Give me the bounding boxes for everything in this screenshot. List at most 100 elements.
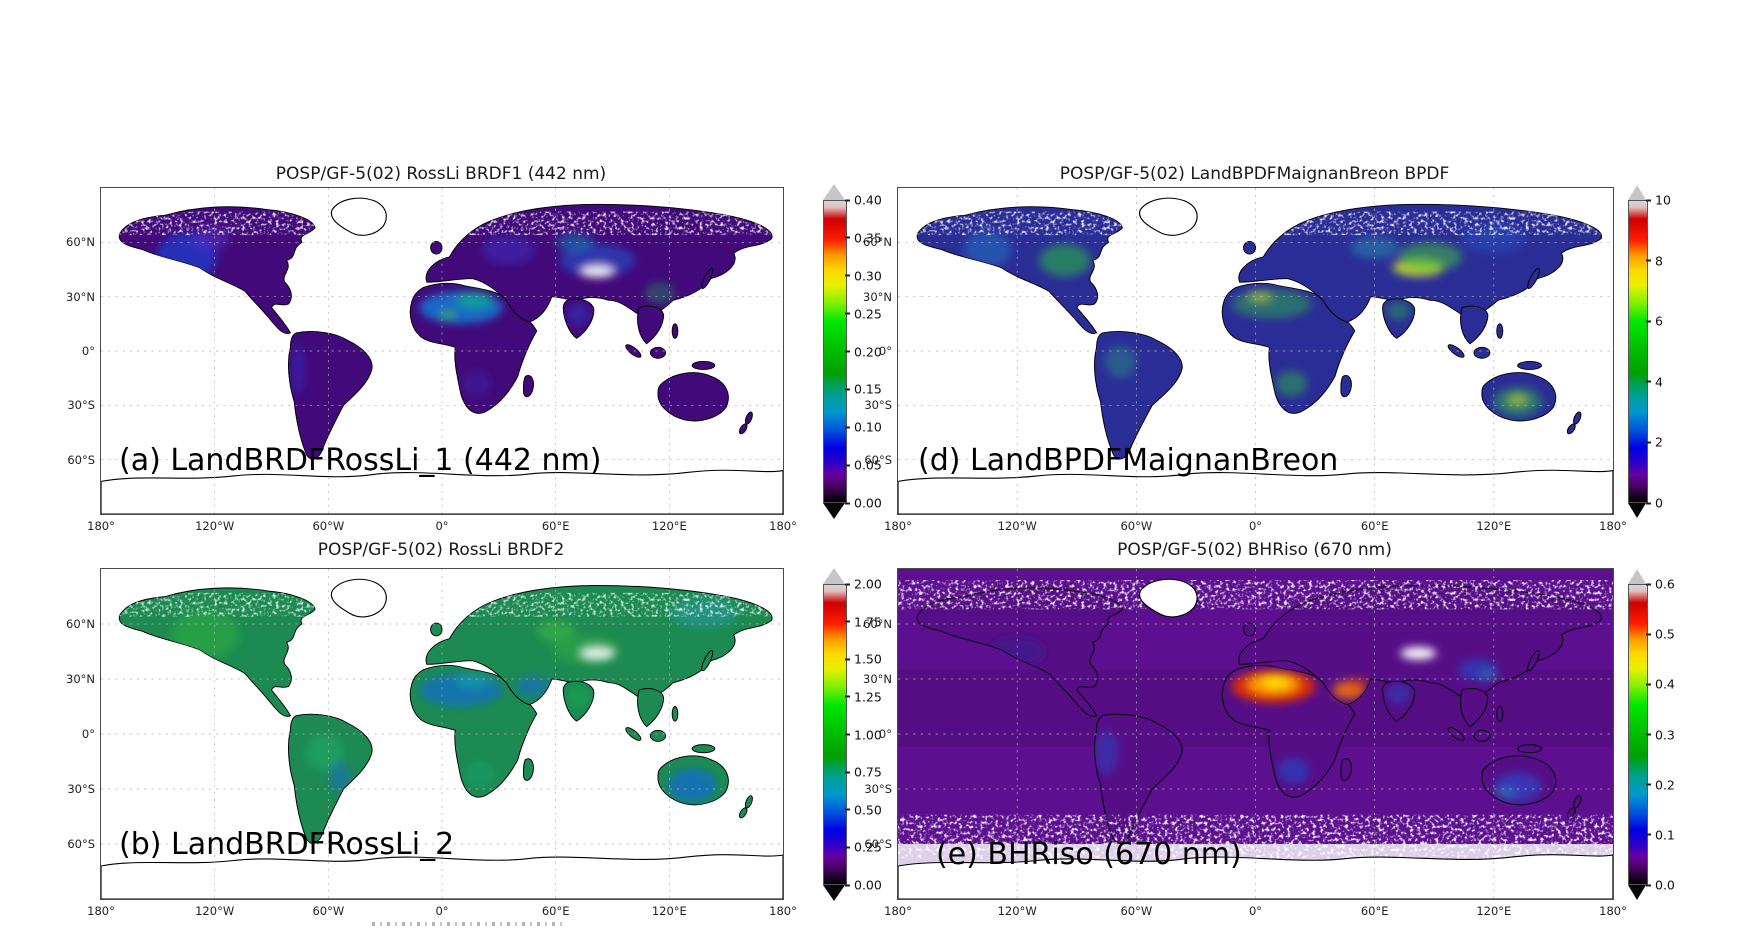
- panel-b-colorbar-up-arrow: [823, 568, 845, 584]
- panel-d-ytick: 30°N: [863, 289, 892, 304]
- panel-d-xtick: 180°: [1599, 519, 1627, 533]
- panel-d-colorbar: 10 8 6 4 2 0: [1628, 185, 1698, 518]
- colorbar-tick: 6: [1655, 313, 1663, 329]
- colorbar-tick: 0.6: [1655, 576, 1675, 592]
- panel-e-xtick: 120°W: [997, 904, 1037, 918]
- panel-a-map: 60°N 30°N 0° 30°S 60°S 180° 120°W 60°W 0…: [66, 187, 797, 533]
- panel-e-ytick: 30°S: [864, 781, 892, 796]
- panel-a-colorbar-gradient: [823, 200, 847, 503]
- panel-a-ytick: 60°N: [66, 235, 95, 250]
- panel-d-colorbar-gradient: [1628, 200, 1648, 503]
- panel-d-xtick: 180°: [884, 519, 912, 533]
- panel-a-xtick: 60°E: [541, 519, 570, 533]
- panel-b-ytick: 60°S: [67, 836, 95, 851]
- panel-a-colorbar-down-arrow: [823, 503, 845, 519]
- panel-d-xtick: 60°E: [1360, 519, 1389, 533]
- colorbar-tick: 1.75: [854, 614, 882, 630]
- panel-d-title: POSP/GF-5(02) LandBPDFMaignanBreon BPDF: [1059, 164, 1450, 184]
- panel-a-ytick: 60°S: [67, 452, 95, 467]
- colorbar-tick: 0.0: [1655, 877, 1675, 893]
- panel-b-xtick: 180°: [87, 904, 115, 918]
- panel-b-annotation: (b) LandBRDFRossLi_2: [119, 827, 455, 862]
- panel-b-world-map: [101, 569, 783, 899]
- colorbar-tick: 10: [1655, 192, 1671, 208]
- colorbar-tick: 0.3: [1655, 727, 1675, 742]
- panel-d-annotation: (d) LandBPDFMaignanBreon: [918, 443, 1339, 478]
- panel-e-annotation: (e) BHRiso (670 nm): [936, 837, 1242, 872]
- colorbar-tick: 0.00: [854, 495, 882, 511]
- colorbar-tick: 0.10: [854, 419, 882, 435]
- colorbar-tick: 0.05: [854, 457, 882, 473]
- panel-b-xtick: 180°: [769, 904, 797, 918]
- panel-a-annotation: (a) LandBRDFRossLi_1 (442 nm): [119, 443, 602, 478]
- colorbar-tick: 2.00: [854, 576, 882, 592]
- panel-b-xtick: 0°: [435, 904, 449, 918]
- panel-a-xtick: 60°W: [312, 519, 345, 533]
- cropped-caption-fragment: [372, 922, 562, 926]
- panel-b-ytick: 60°N: [66, 616, 95, 631]
- panel-e-world-map: [898, 569, 1613, 899]
- panel-e-colorbar-down-arrow: [1628, 885, 1646, 900]
- colorbar-tick: 0.35: [854, 230, 882, 246]
- panel-e-map: 60°N 30°N 0° 30°S 60°S 180° 120°W 60°W 0…: [863, 568, 1627, 918]
- colorbar-tick: 8: [1655, 253, 1663, 269]
- panel-a-xtick: 180°: [87, 519, 115, 533]
- panel-d-map: 60°N 30°N 0° 30°S 60°S 180° 120°W 60°W 0…: [863, 187, 1627, 533]
- panel-d-colorbar-up-arrow: [1628, 185, 1646, 200]
- panel-e-xtick: 180°: [884, 904, 912, 918]
- colorbar-tick: 0.40: [854, 192, 882, 208]
- colorbar-tick: 0.2: [1655, 777, 1675, 793]
- colorbar-tick: 0.5: [1655, 626, 1675, 642]
- panel-d-ytick: 60°N: [863, 235, 892, 250]
- panel-b-colorbar-gradient: [823, 584, 847, 885]
- colorbar-tick: 0.00: [854, 877, 882, 893]
- colorbar-tick: 1.50: [854, 651, 882, 667]
- panel-e-ytick: 30°N: [863, 671, 892, 686]
- panel-d-world-map: [898, 188, 1613, 514]
- panel-a-xtick: 120°W: [195, 519, 235, 533]
- colorbar-tick: 0.50: [854, 802, 882, 818]
- panel-d-ytick: 30°S: [864, 398, 892, 413]
- panel-a-ytick: 30°S: [67, 398, 95, 413]
- colorbar-tick: 0.30: [854, 268, 882, 284]
- colorbar-tick: 1.00: [854, 727, 882, 742]
- panel-a-world-map: [101, 188, 783, 514]
- panel-e-xtick: 0°: [1248, 904, 1263, 918]
- colorbar-tick: 2: [1655, 434, 1663, 450]
- panel-d-xtick: 120°E: [1476, 519, 1512, 533]
- panel-e-colorbar-up-arrow: [1628, 569, 1646, 584]
- colorbar-tick: 0.20: [854, 344, 882, 359]
- panel-a-xtick: 180°: [769, 519, 797, 533]
- colorbar-tick: 0: [1655, 495, 1663, 511]
- panel-b-title: POSP/GF-5(02) RossLi BRDF2: [317, 540, 565, 560]
- panel-e-colorbar: 0.6 0.5 0.4 0.3 0.2 0.1 0.0: [1628, 569, 1698, 900]
- panel-e-xtick: 60°E: [1360, 904, 1389, 918]
- panel-e-xtick: 60°W: [1120, 904, 1153, 918]
- panel-a-xtick: 0°: [435, 519, 449, 533]
- colorbar-tick: 0.4: [1655, 676, 1675, 692]
- panel-d-colorbar-down-arrow: [1628, 503, 1646, 518]
- panel-b-ytick: 0°: [81, 727, 95, 741]
- colorbar-tick: 0.25: [854, 306, 882, 322]
- panel-a-title: POSP/GF-5(02) RossLi BRDF1 (442 nm): [275, 164, 607, 184]
- panel-a-ytick: 30°N: [66, 289, 95, 304]
- panel-e-xtick: 120°E: [1476, 904, 1512, 918]
- panel-e-colorbar-gradient: [1628, 584, 1648, 885]
- panel-b-xtick: 120°W: [195, 904, 235, 918]
- panel-a-colorbar-up-arrow: [823, 184, 845, 200]
- panel-b-map: 60°N 30°N 0° 30°S 60°S 180° 120°W 60°W 0…: [66, 568, 797, 918]
- colorbar-tick: 0.25: [854, 839, 882, 855]
- panel-e-ytick: 60°S: [864, 836, 892, 851]
- panel-d-xtick: 60°W: [1120, 519, 1153, 533]
- panel-a-ytick: 0°: [81, 344, 95, 358]
- colorbar-tick: 0.75: [854, 764, 882, 780]
- panel-d-ytick: 0°: [878, 344, 892, 358]
- panel-e-ytick: 0°: [878, 727, 892, 741]
- panel-e-ytick: 60°N: [863, 616, 892, 631]
- panel-a-colorbar: 0.40 0.35 0.30 0.25 0.20 0.15 0.10 0.05 …: [823, 184, 903, 519]
- panel-d-ytick: 60°S: [864, 452, 892, 467]
- panel-b-colorbar-down-arrow: [823, 885, 845, 901]
- panel-a-xtick: 120°E: [651, 519, 687, 533]
- panel-b-xtick: 60°W: [312, 904, 345, 918]
- colorbar-tick: 0.15: [854, 381, 882, 397]
